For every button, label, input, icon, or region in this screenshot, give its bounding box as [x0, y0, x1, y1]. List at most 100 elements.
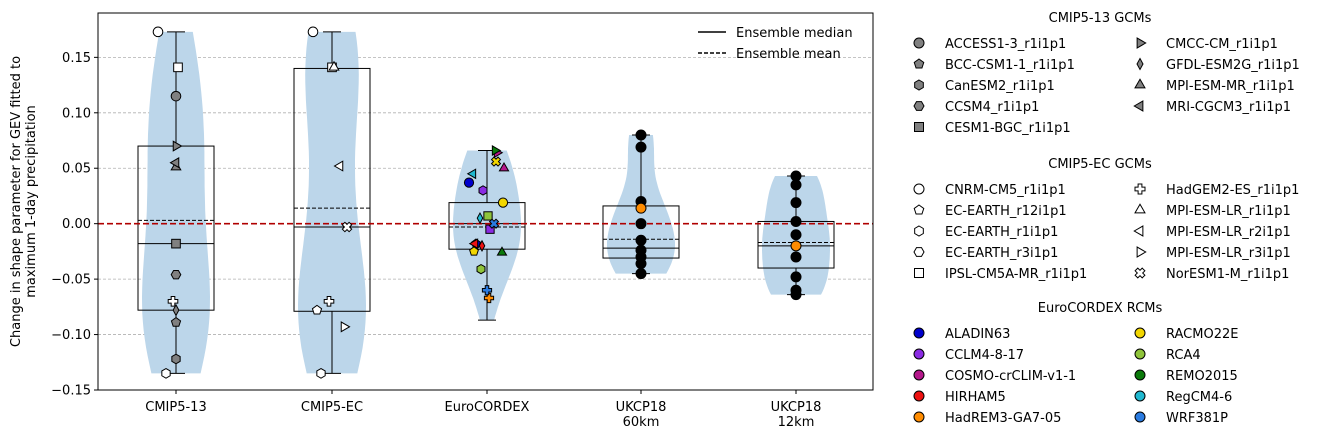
marker-shape — [170, 316, 182, 327]
data-point — [468, 238, 479, 250]
legend-marker — [1133, 225, 1144, 237]
data-point — [167, 295, 179, 307]
marker-shape — [1134, 267, 1146, 279]
marker-shape — [913, 247, 925, 257]
x-tick-label: UKCP18 — [771, 400, 822, 415]
x-tick-label: CMIP5-13 — [145, 400, 206, 415]
data-point — [635, 218, 647, 230]
data-point — [478, 239, 486, 252]
marker-shape — [790, 179, 802, 191]
data-point — [170, 270, 182, 280]
data-point — [172, 303, 180, 317]
data-point — [635, 268, 647, 280]
y-tick-label: 0.15 — [62, 51, 91, 66]
legend-marker — [1134, 369, 1146, 381]
data-point — [790, 179, 802, 191]
marker-shape — [1134, 348, 1146, 360]
x-tick-label: 60km — [623, 415, 660, 430]
data-point — [476, 212, 484, 225]
legend-entry-label: MRI-CGCM3_r1i1p1 — [1166, 100, 1291, 115]
data-point — [307, 26, 319, 38]
data-point — [491, 145, 502, 156]
legend-marker — [913, 327, 925, 339]
plot-frame — [97, 12, 874, 391]
legend-entry-label: ACCESS1-3_r1i1p1 — [945, 37, 1066, 52]
marker-shape — [173, 62, 183, 73]
marker-shape — [914, 225, 924, 237]
data-point — [790, 229, 802, 241]
legend-marker — [913, 411, 925, 423]
marker-shape — [1134, 369, 1146, 381]
legend-entry-label: CanESM2_r1i1p1 — [945, 79, 1055, 94]
marker-shape — [311, 304, 323, 315]
marker-shape — [488, 218, 500, 229]
legend-marker — [913, 390, 925, 402]
legend-entry-label: NorESM1-M_r1i1p1 — [1166, 267, 1289, 282]
marker-shape — [913, 327, 925, 339]
legend-entry-label: CMCC-CM_r1i1p1 — [1166, 37, 1278, 52]
data-point — [171, 353, 181, 365]
legend-entry-label: MPI-ESM-LR_r3i1p1 — [1166, 246, 1291, 261]
data-point — [476, 263, 486, 275]
marker-shape — [1134, 327, 1146, 339]
legend-entry-label: RegCM4-6 — [1166, 390, 1232, 405]
marker-shape — [790, 251, 802, 263]
legend-entry-label: CCSM4_r1i1p1 — [945, 100, 1039, 115]
iqr-box — [448, 202, 526, 250]
marker-shape — [171, 238, 181, 249]
legend-marker — [913, 58, 925, 69]
marker-shape — [635, 234, 647, 246]
data-point — [463, 177, 475, 188]
legend-group-title: CMIP5-13 GCMs — [1049, 11, 1152, 26]
legend-group-title: EuroCORDEX RCMs — [1038, 301, 1163, 316]
legend-entry-label: HadGEM2-ES_r1i1p1 — [1166, 183, 1299, 198]
data-point — [498, 161, 510, 172]
data-point — [170, 316, 182, 327]
legend-marker — [1134, 203, 1146, 214]
legend-marker — [1136, 37, 1147, 49]
legend-marker — [1134, 411, 1146, 423]
legend-marker — [913, 37, 925, 49]
marker-shape — [790, 229, 802, 241]
legend-entry-label: EC-EARTH_r12i1p1 — [945, 204, 1067, 219]
legend-entry-label: MPI-ESM-MR_r1i1p1 — [1166, 79, 1295, 94]
legend-marker — [914, 122, 924, 132]
marker-shape — [169, 157, 180, 169]
legend-marker — [1134, 390, 1146, 402]
legend-group-title: CMIP5-EC GCMs — [1048, 157, 1152, 172]
y-tick-label: 0.10 — [62, 106, 91, 121]
data-point — [790, 289, 802, 301]
data-point — [169, 157, 180, 169]
marker-shape — [172, 140, 183, 152]
legend-marker — [914, 225, 924, 237]
marker-shape — [491, 145, 502, 156]
marker-shape — [790, 271, 802, 283]
x-tick-label: 12km — [778, 415, 815, 430]
marker-shape — [913, 348, 925, 360]
data-point — [333, 160, 344, 172]
y-tick-label: −0.15 — [51, 384, 91, 399]
marker-shape — [468, 238, 479, 250]
legend-entry-label: MPI-ESM-LR_r2i1p1 — [1166, 225, 1291, 240]
data-point — [173, 62, 183, 73]
marker-shape — [167, 295, 179, 307]
marker-shape — [1136, 37, 1147, 49]
marker-shape — [790, 240, 802, 252]
data-point — [481, 285, 493, 296]
data-point — [790, 215, 802, 227]
data-point — [790, 271, 802, 283]
marker-shape — [152, 26, 164, 38]
marker-shape — [913, 183, 925, 195]
y-tick-label: 0.00 — [62, 217, 91, 232]
marker-shape — [914, 122, 924, 132]
marker-shape — [463, 177, 475, 188]
marker-shape — [481, 285, 493, 296]
legend-entry-label: REMO2015 — [1166, 369, 1238, 384]
marker-shape — [307, 26, 319, 38]
marker-shape — [913, 411, 925, 423]
violin-body — [298, 31, 366, 374]
data-point — [490, 156, 502, 167]
marker-shape — [483, 292, 495, 304]
x-tick-label: CMIP5-EC — [301, 400, 363, 415]
